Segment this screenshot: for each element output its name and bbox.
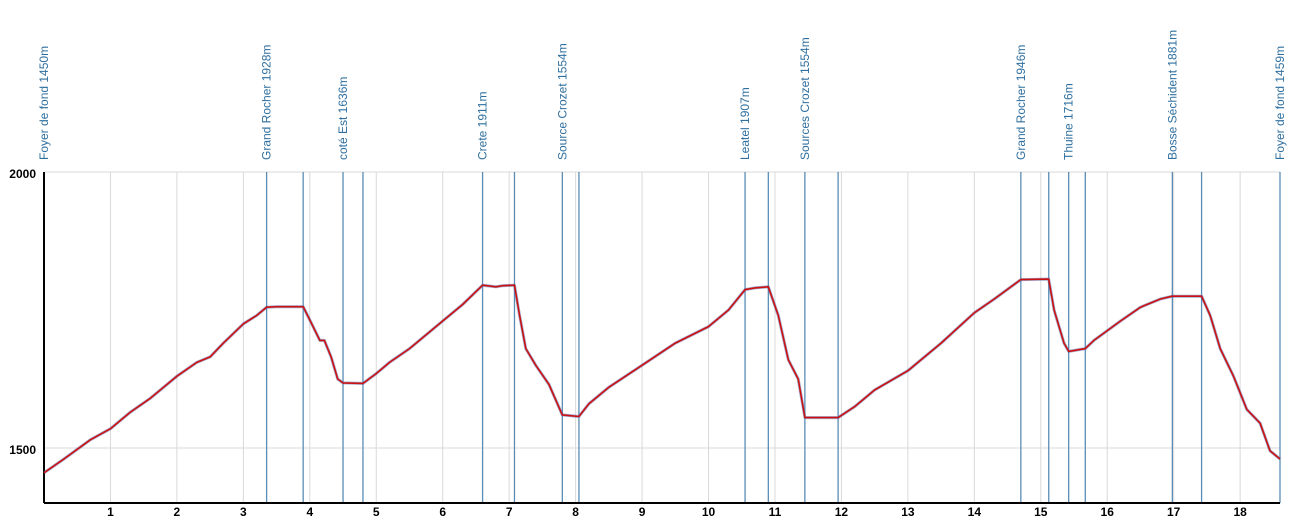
waypoint-label: Bosse Séchident 1881m: [1165, 30, 1179, 160]
axes: 2000 1500 1 2 3 4 5 6 7 8 9 10 11 12 13 14 15 16 17 18: [9, 167, 1280, 519]
x-tick-label: 12: [835, 505, 849, 519]
waypoint-markers: Foyer de fond 1450m Grand Rocher 1928m cot…: [37, 30, 1287, 503]
waypoint-label: Grand Rocher 1946m: [1014, 45, 1028, 160]
x-tick-label: 8: [572, 505, 579, 519]
x-tick-label: 15: [1034, 505, 1048, 519]
x-tick-label: 16: [1101, 505, 1115, 519]
waypoint-label: Crete 1911m: [476, 92, 490, 160]
x-tick-label: 17: [1167, 505, 1181, 519]
x-tick-label: 3: [240, 505, 247, 519]
waypoint-label: Foyer de fond 1459m: [1273, 46, 1287, 160]
x-tick-label: 11: [769, 505, 782, 519]
elevation-series: [43, 277, 1281, 475]
elevation-line-shadow: [43, 277, 1281, 475]
x-tick-label: 6: [439, 505, 446, 519]
y-tick-label-2000: 2000: [9, 167, 36, 181]
waypoint-label: Grand Rocher 1928m: [260, 45, 274, 160]
waypoint-label: Leatel 1907m: [738, 87, 752, 160]
x-tick-label: 18: [1233, 505, 1247, 519]
x-tick-label: 10: [702, 505, 716, 519]
elevation-line: [43, 278, 1281, 474]
waypoint-label: Sources Crozet 1554m: [798, 37, 812, 160]
x-tick-label: 7: [506, 505, 513, 519]
x-tick-label: 9: [639, 505, 646, 519]
x-tick-label: 13: [901, 505, 915, 519]
waypoint-label: Thuine 1716m: [1062, 83, 1076, 160]
x-tick-label: 1: [107, 505, 114, 519]
grid-lines: [44, 171, 1280, 503]
waypoint-label: Source Crozet 1554m: [555, 43, 569, 160]
waypoint-label: Foyer de fond 1450m: [37, 46, 51, 160]
x-tick-label: 4: [306, 505, 313, 519]
x-tick-label: 14: [968, 505, 982, 519]
x-tick-label: 2: [174, 505, 181, 519]
y-tick-label-1500: 1500: [9, 443, 36, 457]
waypoint-label: coté Est 1636m: [336, 77, 350, 160]
x-tick-label: 5: [373, 505, 380, 519]
